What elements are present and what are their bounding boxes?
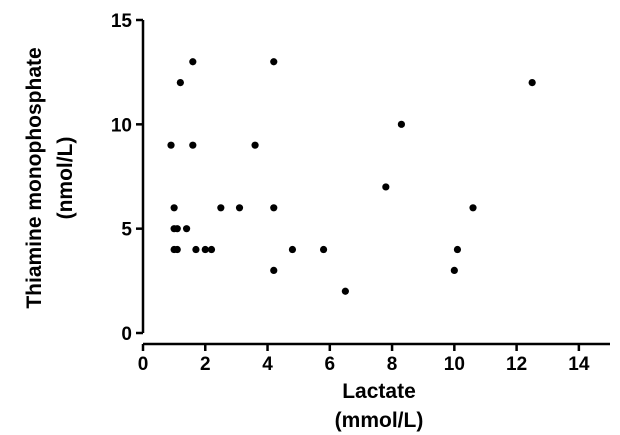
data-point bbox=[170, 204, 178, 212]
x-tick-label: 10 bbox=[444, 354, 465, 375]
data-point bbox=[382, 183, 390, 191]
x-tick-label: 0 bbox=[138, 354, 149, 375]
x-tick-label: 14 bbox=[568, 354, 590, 375]
data-point bbox=[189, 141, 197, 149]
data-point bbox=[201, 245, 209, 254]
data-point bbox=[450, 266, 458, 274]
y-axis-title-line-1: Thiamine monophosphate bbox=[23, 47, 46, 308]
data-point bbox=[397, 120, 406, 128]
data-point bbox=[341, 287, 349, 295]
data-point bbox=[173, 245, 181, 254]
x-axis-title-line-1: Lactate bbox=[342, 380, 416, 403]
data-point bbox=[270, 58, 278, 66]
data-point bbox=[528, 79, 536, 87]
x-tick-label: 6 bbox=[325, 354, 336, 375]
data-point bbox=[319, 245, 328, 254]
data-point bbox=[453, 245, 462, 254]
data-point bbox=[251, 141, 259, 149]
data-point bbox=[167, 141, 175, 149]
data-point bbox=[288, 245, 297, 254]
data-point bbox=[192, 245, 200, 254]
data-point bbox=[182, 225, 191, 233]
y-tick-label: 0 bbox=[121, 324, 132, 345]
axes: 0 5 10 15 0 2 4 6 8 10 12 14 bbox=[111, 11, 610, 375]
y-axis-title-line-2: (nmol/L) bbox=[54, 137, 77, 220]
data-point bbox=[217, 204, 225, 212]
x-tick-label: 2 bbox=[200, 354, 211, 375]
x-tick-label: 8 bbox=[387, 354, 398, 375]
x-axis-title-line-2: (mmol/L) bbox=[335, 409, 424, 432]
data-point bbox=[469, 204, 477, 212]
data-point bbox=[173, 225, 181, 233]
y-tick-label: 15 bbox=[111, 11, 133, 32]
y-tick-label: 10 bbox=[111, 115, 132, 136]
data-points bbox=[167, 58, 536, 295]
data-point bbox=[189, 58, 197, 66]
data-point bbox=[207, 245, 216, 254]
data-point bbox=[270, 266, 278, 274]
x-tick-label: 12 bbox=[506, 354, 527, 375]
data-point bbox=[235, 204, 244, 212]
data-point bbox=[176, 79, 184, 87]
y-tick-label: 5 bbox=[121, 220, 132, 241]
data-point bbox=[270, 204, 278, 212]
x-tick-label: 4 bbox=[262, 354, 273, 375]
